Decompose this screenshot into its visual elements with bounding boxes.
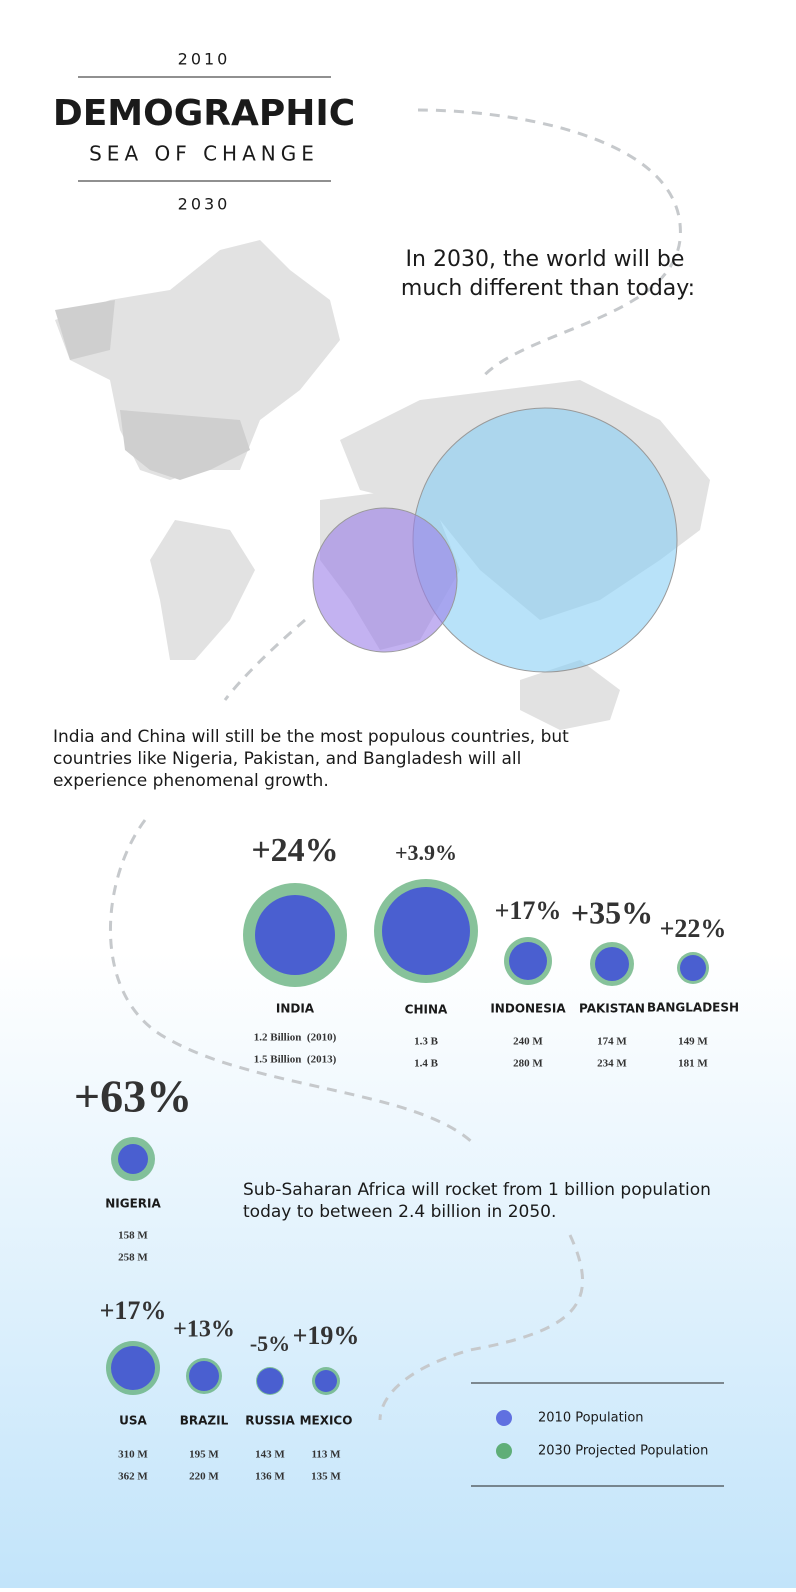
legend-dot	[496, 1443, 512, 1459]
pop-2030: 135 M	[311, 1471, 341, 1483]
pop-2010: 143 M	[255, 1449, 285, 1461]
change: +17%	[495, 896, 562, 925]
country-name: NIGERIA	[105, 1197, 161, 1211]
pop-2030: 280 M	[513, 1058, 543, 1070]
bubble-2010	[382, 887, 470, 975]
bubble-2010	[118, 1144, 148, 1174]
pop-2030: 1.4 B	[414, 1058, 439, 1070]
pop-2010: 149 M	[678, 1036, 708, 1048]
legend-dot	[496, 1410, 512, 1426]
intro: much different than today:	[401, 276, 695, 301]
pop-2030: 362 M	[118, 1471, 148, 1483]
change: +17%	[100, 1296, 167, 1325]
bubble-2010	[509, 942, 547, 980]
bubble-2010	[255, 895, 335, 975]
change: +13%	[173, 1317, 235, 1343]
legend-label: 2030 Projected Population	[538, 1444, 708, 1459]
country-name: MEXICO	[300, 1414, 353, 1428]
change: +24%	[251, 832, 338, 869]
country-name: INDONESIA	[490, 1002, 566, 1016]
country-name: BRAZIL	[180, 1414, 229, 1428]
pop-2010: 1.3 B	[414, 1036, 439, 1048]
pop-2010: 158 M	[118, 1230, 148, 1242]
china-map-bubble	[412, 407, 678, 673]
countries: +24% INDIA 1.2 Billion (2010) 1.5 Billion (…	[74, 832, 739, 1483]
bubble-2010	[315, 1370, 337, 1392]
country-name: USA	[119, 1414, 147, 1428]
pop-2030: 181 M	[678, 1058, 708, 1070]
country-name: PAKISTAN	[579, 1002, 645, 1016]
dashed-paths	[108, 108, 682, 1421]
pop-2030: 1.5 Billion (2013)	[254, 1054, 337, 1066]
pop-2030: 258 M	[118, 1252, 148, 1264]
pop-2010: 195 M	[189, 1449, 219, 1461]
change: -5%	[250, 1331, 290, 1356]
change: +19%	[293, 1321, 360, 1350]
paragraph-line: today to between 2.4 billion in 2050.	[243, 1202, 556, 1222]
pop-2030: 220 M	[189, 1471, 219, 1483]
pop-2010: 1.2 Billion (2010)	[254, 1032, 337, 1044]
country-name: BANGLADESH	[647, 1001, 739, 1015]
pop-2010: 240 M	[513, 1036, 543, 1048]
change: +63%	[74, 1071, 192, 1122]
year: 2030	[178, 195, 231, 214]
legend: 2010 Population 2030 Projected Population	[496, 1410, 708, 1459]
bubble-2010	[257, 1368, 283, 1394]
subtitle: SEA OF CHANGE	[89, 142, 319, 166]
country-name: CHINA	[405, 1003, 448, 1017]
legend-label: 2010 Population	[538, 1411, 644, 1426]
india-map-bubble	[312, 507, 458, 653]
pop-2030: 136 M	[255, 1471, 285, 1483]
paragraph-line: countries like Nigeria, Pakistan, and Ba…	[53, 749, 521, 769]
year: 2010	[178, 50, 231, 69]
change: +35%	[571, 894, 653, 930]
country-name: RUSSIA	[245, 1414, 295, 1428]
paragraph-line: experience phenomenal growth.	[53, 771, 329, 791]
pop-2010: 174 M	[597, 1036, 627, 1048]
intro: In 2030, the world will be	[406, 247, 685, 272]
pop-2010: 113 M	[311, 1449, 341, 1461]
pop-2030: 234 M	[597, 1058, 627, 1070]
title: DEMOGRAPHIC	[53, 93, 355, 134]
bubble-2010	[189, 1361, 219, 1391]
pop-2010: 310 M	[118, 1449, 148, 1461]
country-name: INDIA	[276, 1002, 315, 1016]
change: +22%	[660, 914, 727, 943]
bubble-2010	[680, 955, 706, 981]
bubble-2010	[595, 947, 629, 981]
paragraph-line: India and China will still be the most p…	[53, 727, 569, 747]
bubble-2010	[111, 1346, 155, 1390]
paragraphs: India and China will still be the most p…	[53, 727, 711, 1222]
change: +3.9%	[395, 840, 457, 865]
paragraph-line: Sub-Saharan Africa will rocket from 1 bi…	[243, 1180, 711, 1200]
